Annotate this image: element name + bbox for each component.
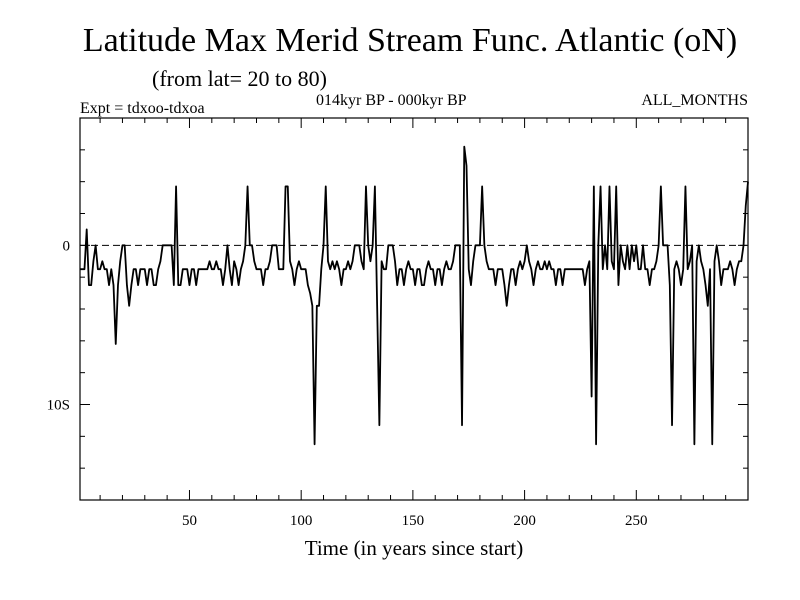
- x-tick-label: 250: [625, 513, 648, 529]
- period-label: 014kyr BP - 000kyr BP: [316, 92, 467, 109]
- experiment-label: Expt = tdxoo-tdxoa: [80, 100, 205, 117]
- y-tick-label: 10S: [47, 398, 70, 414]
- chart-subtitle: (from lat= 20 to 80): [152, 66, 327, 91]
- y-tick-label: 0: [63, 238, 71, 254]
- x-tick-label: 150: [402, 513, 425, 529]
- chart-title: Latitude Max Merid Stream Func. Atlantic…: [82, 22, 738, 59]
- x-axis-label: Time (in years since start): [304, 536, 524, 560]
- plot-frame: [79, 117, 749, 501]
- months-label: ALL_MONTHS: [641, 92, 748, 109]
- ticks-layer: 50 100 150 200 250 0 10S: [47, 118, 749, 529]
- x-tick-label: 100: [290, 513, 313, 529]
- x-tick-label: 200: [513, 513, 536, 529]
- series-line: [80, 145, 749, 446]
- x-tick-label: 50: [182, 513, 197, 529]
